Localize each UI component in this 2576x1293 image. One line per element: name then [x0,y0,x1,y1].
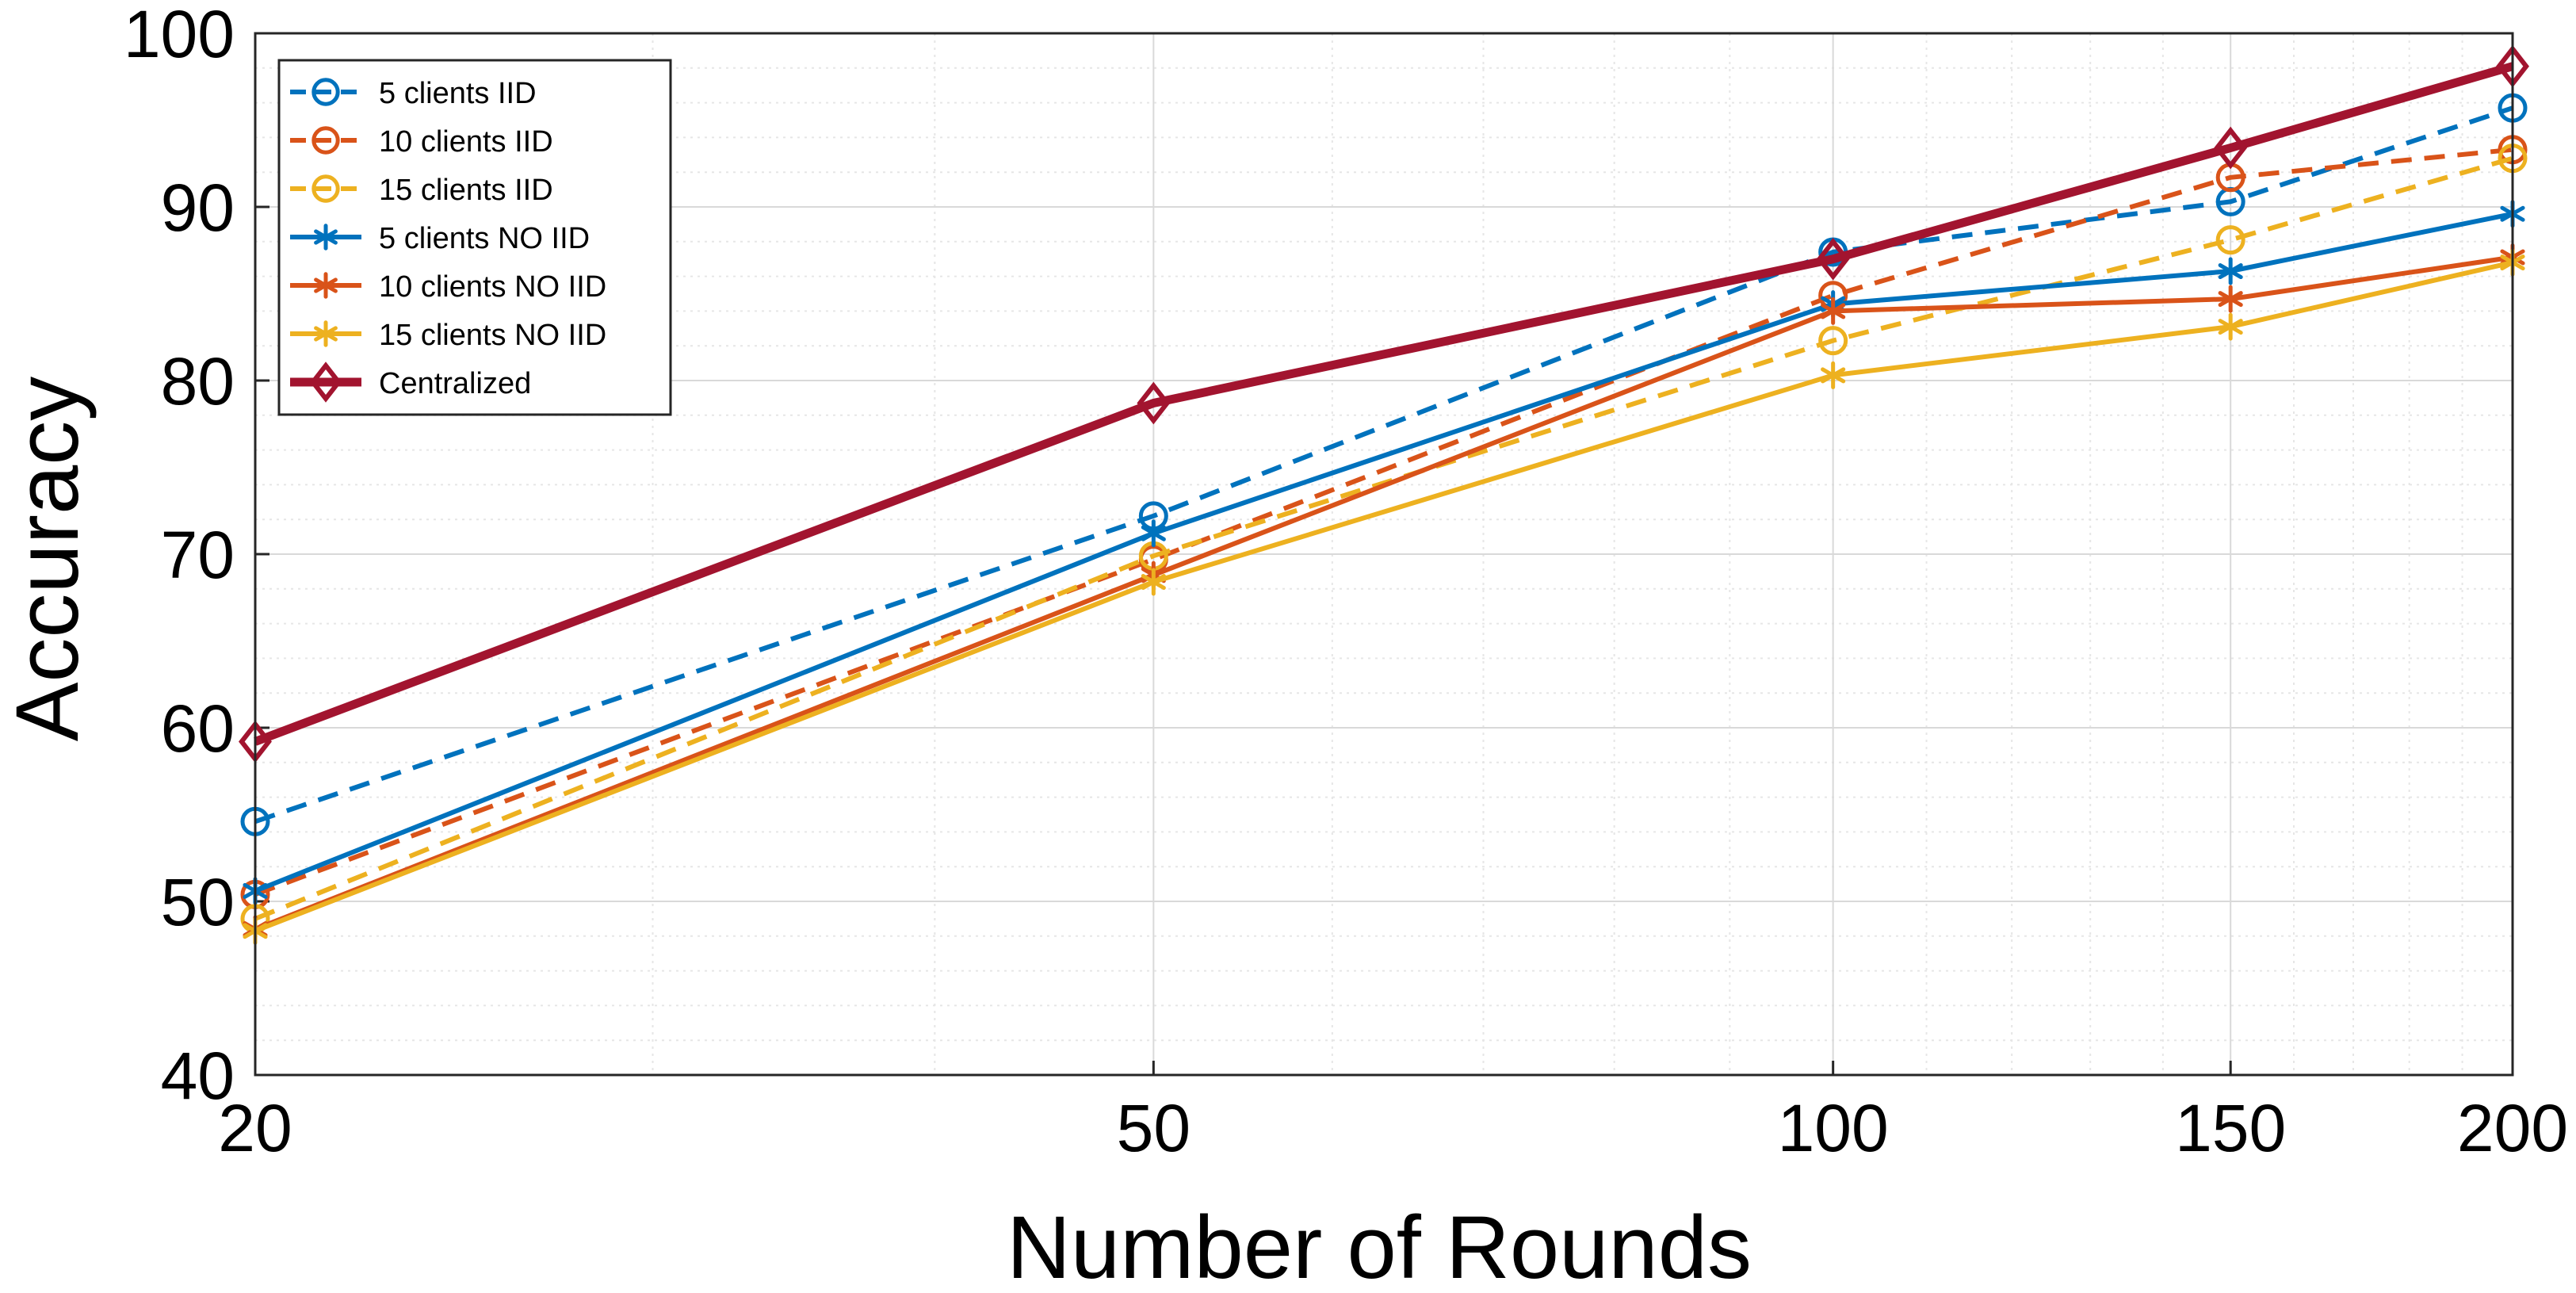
legend-label: 15 clients IID [379,174,553,207]
y-axis-label: Accuracy [0,377,97,742]
legend-label: Centralized [379,367,531,400]
x-tick-labels: 20 50 100 150 200 [218,1091,2568,1165]
legend-entry: 15 clients NO IID [290,319,606,352]
legend-entry: 15 clients IID [290,174,553,207]
data-point [1821,361,1846,389]
series-layer [239,44,2529,945]
data-point [1816,237,1850,281]
legend-label: 5 clients NO IID [379,222,590,255]
data-point [1141,519,1166,548]
series-line [254,155,2513,921]
y-tick-label: 90 [161,170,235,245]
legend-entry: Centralized [290,362,531,403]
data-point [314,320,338,347]
x-tick-label: 50 [1117,1091,1191,1165]
data-point [2218,257,2243,285]
y-tick-label: 100 [124,0,235,71]
x-tick-label: 150 [2175,1091,2286,1165]
data-point [2218,285,2243,313]
legend-entry: 10 clients NO IID [290,270,606,304]
data-point [311,78,340,106]
y-tick-labels: 40 50 60 70 80 90 100 [124,0,235,1113]
legend-label: 5 clients IID [379,77,537,110]
data-point [314,272,338,299]
series-line [254,147,2513,897]
y-tick-label: 70 [161,518,235,592]
data-point [1141,568,1166,596]
x-tick-label: 20 [218,1091,292,1165]
data-point [314,224,338,251]
y-tick-label: 60 [161,691,235,766]
data-point [1818,326,1848,356]
data-point [2218,312,2243,341]
data-point [1137,381,1171,425]
series-line [254,62,2514,746]
series-line [254,105,2513,824]
data-point [309,362,342,403]
data-point [2215,225,2245,255]
legend-entry: 5 clients IID [290,77,537,110]
y-tick-label: 40 [161,1039,235,1113]
y-tick-label: 80 [161,344,235,419]
data-point [311,126,340,155]
legend-entry: 5 clients NO IID [290,222,590,255]
data-point [2214,126,2248,170]
y-tick-label: 50 [161,865,235,939]
data-point [1821,296,1846,325]
data-point [311,174,340,203]
legend-label: 10 clients NO IID [379,270,606,304]
x-tick-label: 100 [1778,1091,1889,1165]
x-tick-label: 200 [2457,1091,2568,1165]
x-axis-label: Number of Rounds [1007,1198,1752,1293]
legend-label: 10 clients IID [379,125,553,159]
legend: 5 clients IID 10 clients IID 15 clients II… [277,59,672,416]
series-15-clients-no-iid [243,248,2525,945]
plot-frame [254,32,2514,1077]
legend-label: 15 clients NO IID [379,319,606,352]
legend-entry: 10 clients IID [290,125,553,159]
